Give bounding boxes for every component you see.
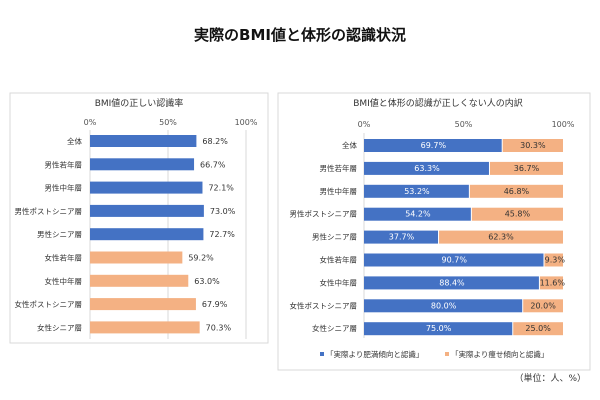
category-label: 男性ポストシニア層 xyxy=(290,209,358,219)
bar-segment xyxy=(364,139,502,152)
bar-segment xyxy=(364,207,471,221)
bar-segment xyxy=(364,299,523,313)
legend-swatch xyxy=(445,352,449,356)
x-tick-label: 50% xyxy=(159,118,177,127)
category-label: 全体 xyxy=(67,136,82,146)
data-label: 72.1% xyxy=(208,184,234,193)
bar-segment xyxy=(502,139,563,152)
category-label: 男性シニア層 xyxy=(37,229,82,239)
data-label: 67.9% xyxy=(202,300,228,309)
category-label: 男性中年層 xyxy=(45,183,83,193)
bar-segment xyxy=(513,322,563,336)
category-label: 女性若年層 xyxy=(320,255,358,265)
x-tick-label: 100% xyxy=(235,118,258,127)
data-label: 9.3% xyxy=(545,256,566,265)
data-label: 62.3% xyxy=(488,233,514,242)
legend-label: 「実際より痩せ傾向と認識」 xyxy=(451,349,548,359)
category-label: 男性ポストシニア層 xyxy=(15,206,83,216)
bar-segment xyxy=(364,161,489,175)
bar-segment xyxy=(471,207,563,221)
bar-segment xyxy=(539,276,563,290)
bar-segment xyxy=(364,276,539,290)
bar-segment xyxy=(523,299,563,313)
bar-segment xyxy=(364,184,469,198)
bar-segment xyxy=(364,322,513,336)
category-label: 女性ポストシニア層 xyxy=(15,299,83,309)
category-label: 女性ポストシニア層 xyxy=(290,300,358,310)
data-label: 63.0% xyxy=(194,277,220,286)
category-label: 全体 xyxy=(342,140,357,150)
bar xyxy=(90,251,183,264)
data-label: 37.7% xyxy=(389,233,415,242)
data-label: 45.8% xyxy=(505,210,531,219)
data-label: 80.0% xyxy=(431,301,457,310)
bar xyxy=(90,204,204,217)
category-label: 男性シニア層 xyxy=(312,232,357,242)
data-label: 75.0% xyxy=(426,324,452,333)
data-label: 70.3% xyxy=(206,323,232,332)
data-label: 72.7% xyxy=(209,230,235,239)
data-label: 63.3% xyxy=(414,164,440,173)
bar xyxy=(90,228,204,241)
data-label: 46.8% xyxy=(504,187,530,196)
data-label: 69.7% xyxy=(421,141,447,150)
category-label: 女性シニア層 xyxy=(312,323,357,333)
data-label: 68.2% xyxy=(202,137,228,146)
bar-segment xyxy=(469,184,563,198)
x-tick-label: 50% xyxy=(455,120,473,129)
legend-label: 「実際より肥満傾向と認識」 xyxy=(326,349,423,359)
category-label: 女性シニア層 xyxy=(37,322,82,332)
bar xyxy=(90,135,197,147)
data-label: 90.7% xyxy=(442,256,468,265)
category-label: 男性若年層 xyxy=(45,159,83,169)
bar-segment xyxy=(364,253,544,267)
category-label: 女性中年層 xyxy=(45,276,83,286)
x-tick-label: 100% xyxy=(552,120,575,129)
x-tick-label: 0% xyxy=(358,120,371,129)
category-label: 男性中年層 xyxy=(320,186,358,196)
category-label: 女性中年層 xyxy=(320,277,358,287)
chart-title: BMI値と体形の認識が正しくない人の内訳 xyxy=(353,97,523,109)
bar-segment xyxy=(544,253,563,267)
data-label: 66.7% xyxy=(200,160,226,169)
legend-swatch xyxy=(320,352,324,356)
data-label: 20.0% xyxy=(530,301,556,310)
bar xyxy=(90,321,200,334)
data-label: 36.7% xyxy=(514,164,540,173)
data-label: 25.0% xyxy=(525,324,551,333)
data-label: 59.2% xyxy=(188,254,214,263)
x-tick-label: 0% xyxy=(84,118,97,127)
unit-note: （単位：人、%） xyxy=(514,374,586,384)
bar-segment xyxy=(364,230,439,244)
data-label: 53.2% xyxy=(404,187,430,196)
bar xyxy=(90,274,189,287)
page-title: 実際のBMI値と体形の認識状況 xyxy=(194,26,406,44)
bar-segment xyxy=(489,161,563,175)
chart-title: BMI値の正しい認識率 xyxy=(95,97,184,109)
data-label: 11.6% xyxy=(540,278,566,287)
bar xyxy=(90,181,203,194)
data-label: 73.0% xyxy=(210,207,236,216)
data-label: 88.4% xyxy=(439,278,465,287)
bar-segment xyxy=(439,230,563,244)
data-label: 30.3% xyxy=(520,141,546,150)
category-label: 男性若年層 xyxy=(320,163,358,173)
bar xyxy=(90,298,196,311)
bar xyxy=(90,158,195,171)
category-label: 女性若年層 xyxy=(45,253,83,263)
data-label: 54.2% xyxy=(405,210,431,219)
